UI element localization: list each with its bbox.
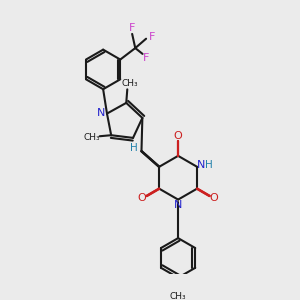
Text: CH₃: CH₃	[170, 292, 186, 300]
Text: F: F	[129, 23, 135, 33]
Text: O: O	[138, 194, 146, 203]
Text: F: F	[143, 53, 149, 64]
Text: N: N	[174, 200, 182, 210]
Text: O: O	[210, 194, 218, 203]
Text: N: N	[97, 107, 105, 118]
Text: H: H	[205, 160, 212, 170]
Text: CH₃: CH₃	[83, 133, 100, 142]
Text: F: F	[149, 32, 155, 42]
Text: O: O	[174, 131, 182, 141]
Text: H: H	[130, 143, 138, 153]
Text: CH₃: CH₃	[121, 79, 138, 88]
Text: N: N	[197, 160, 206, 170]
